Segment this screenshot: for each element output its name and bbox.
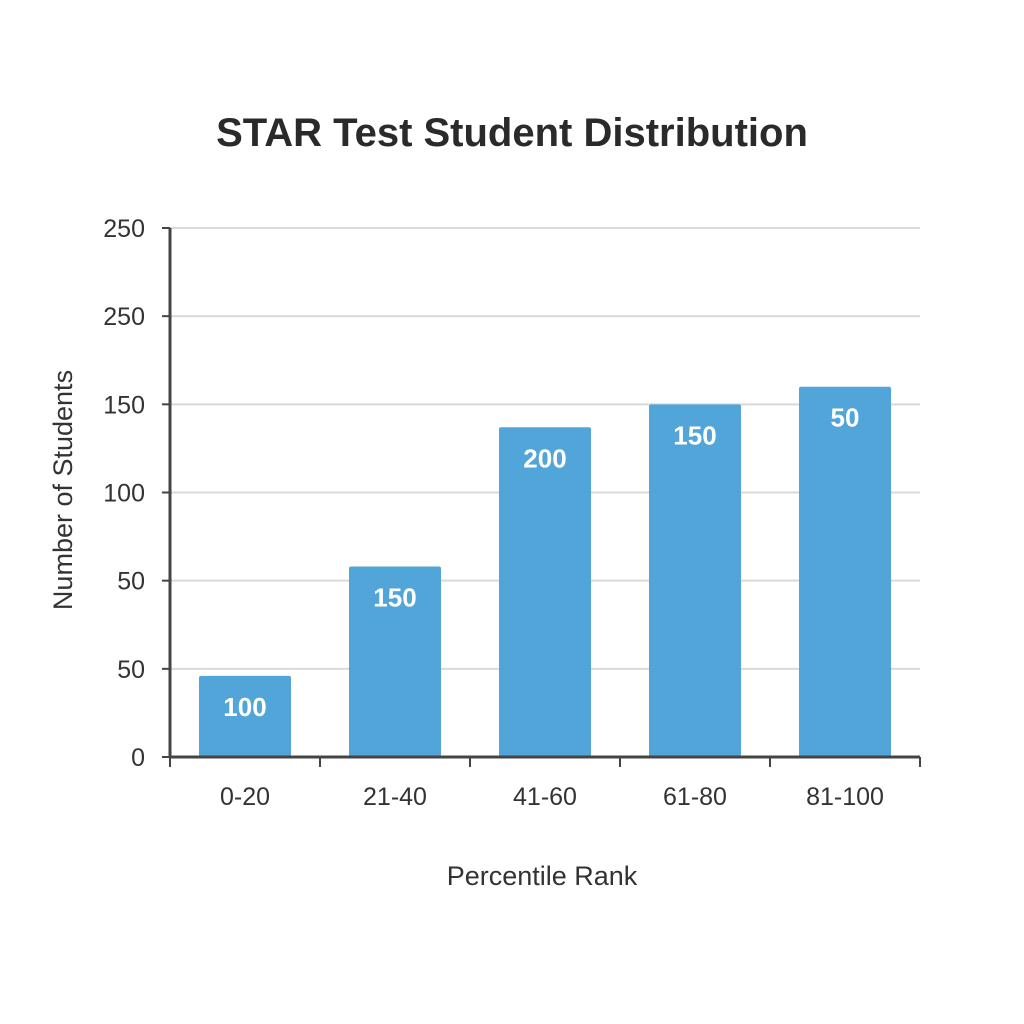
y-tick-label: 150 (103, 391, 145, 419)
x-tick-label: 0-20 (220, 783, 270, 811)
y-tick-label: 100 (103, 480, 145, 508)
data-labels: 100 150 200 150 50 (223, 403, 859, 722)
x-tick-label: 21-40 (363, 783, 427, 811)
bar-21-40 (349, 566, 441, 757)
x-axis-title: Percentile Rank (447, 861, 638, 891)
bar-value-label: 100 (223, 692, 266, 722)
bar-0-20 (199, 675, 291, 757)
x-tick-label: 41-60 (513, 783, 577, 811)
bar-value-label: 150 (373, 583, 416, 613)
x-tick-label: 61-80 (663, 783, 727, 811)
chart-title: STAR Test Student Distribution (216, 111, 808, 155)
bar-value-label: 200 (523, 443, 566, 473)
bar-41-60 (499, 427, 591, 757)
y-tick-label: 50 (117, 568, 145, 596)
y-ticks: 0 50 50 100 150 250 250 (103, 215, 170, 772)
bar-61-80 (649, 404, 741, 757)
bar-value-label: 50 (831, 403, 860, 433)
x-tick-label: 81-100 (806, 783, 884, 811)
bar-81-100 (799, 386, 891, 757)
bars (199, 386, 891, 757)
y-tick-label: 50 (117, 656, 145, 684)
y-tick-label: 250 (103, 303, 145, 331)
y-tick-label: 0 (131, 744, 145, 772)
y-axis-title: Number of Students (48, 370, 78, 610)
x-ticks: 0-20 21-40 41-60 61-80 81-100 (169, 757, 921, 811)
bar-value-label: 150 (673, 420, 716, 450)
y-tick-label: 250 (103, 215, 145, 243)
